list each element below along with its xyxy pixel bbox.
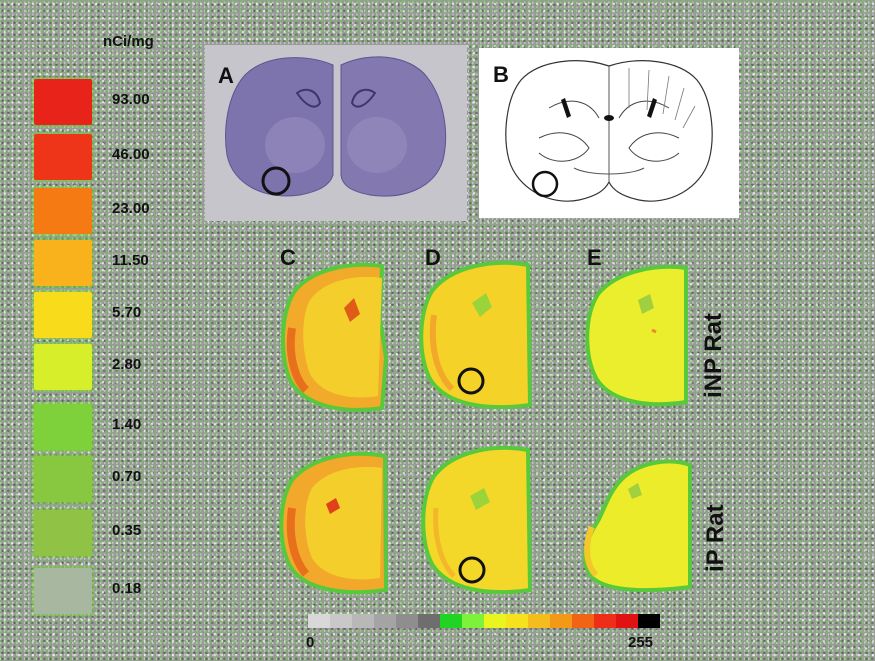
- colorbar-segment: [528, 614, 550, 628]
- standard-label: 1.40: [112, 416, 142, 433]
- roi-circle-b: [531, 170, 559, 198]
- autoradiograph-c-ip: [279, 451, 389, 595]
- colorbar-segment: [616, 614, 638, 628]
- atlas-outline: [505, 60, 713, 202]
- autoradiograph-c-inp: [281, 262, 389, 412]
- calibration-strip: [30, 72, 98, 628]
- nissl-section-drawing: [225, 56, 447, 197]
- standard-label: 11.50: [112, 252, 149, 269]
- colorbar-segment: [330, 614, 352, 628]
- standard-swatch: [34, 404, 92, 450]
- standard-swatch: [34, 134, 92, 180]
- standard-label: 0.70: [112, 468, 142, 485]
- standard-label: 5.70: [112, 304, 142, 321]
- standard-swatch: [34, 344, 92, 390]
- roi-circle-d-inp: [457, 367, 485, 395]
- colorbar-segment: [638, 614, 660, 628]
- colorbar-segment: [396, 614, 418, 628]
- colorbar-segment: [308, 614, 330, 628]
- standard-label: 0.35: [112, 522, 142, 539]
- colorbar-segment: [352, 614, 374, 628]
- standard-label: 23.00: [112, 200, 150, 217]
- roi-circle-a: [261, 166, 291, 196]
- panel-label-e: E: [587, 245, 602, 270]
- nissl-section-photo: [205, 45, 467, 221]
- panel-label-a: A: [218, 63, 234, 88]
- colorbar-segment: [418, 614, 440, 628]
- roi-circle-d-ip: [458, 556, 486, 584]
- standard-label: 0.18: [112, 580, 142, 597]
- autoradiograph-e-inp: [585, 264, 688, 407]
- standard-label: 2.80: [112, 356, 142, 373]
- standard-label: 93.00: [112, 91, 150, 108]
- colorbar-segment: [594, 614, 616, 628]
- standard-swatch: [34, 510, 92, 556]
- colorbar-segment: [506, 614, 528, 628]
- panel-label-d: D: [425, 245, 441, 270]
- standard-swatch: [34, 456, 92, 502]
- colorbar-segment: [484, 614, 506, 628]
- panel-label-c: C: [280, 245, 296, 270]
- panel-label-b: B: [493, 62, 509, 87]
- row-label-ip: iP Rat: [702, 504, 729, 572]
- standard-swatch: [34, 568, 92, 614]
- colorbar-segment: [550, 614, 572, 628]
- colorbar-segment: [374, 614, 396, 628]
- row-label-inp: iNP Rat: [700, 313, 727, 398]
- standard-swatch: [34, 292, 92, 338]
- colorbar-segment: [462, 614, 484, 628]
- autoradiograph-d-ip: [421, 445, 533, 595]
- standard-label: 46.00: [112, 146, 150, 163]
- autoradiograph-e-ip: [582, 459, 692, 593]
- autoradiograph-d-inp: [419, 260, 533, 410]
- standard-swatch: [34, 188, 92, 234]
- unit-label: nCi/mg: [103, 33, 154, 50]
- standard-swatch: [34, 79, 92, 125]
- colorbar-segment: [440, 614, 462, 628]
- standard-swatch: [34, 240, 92, 286]
- colorbar-min-label: 0: [306, 634, 315, 651]
- colorbar-max-label: 255: [628, 634, 654, 651]
- atlas-drawing: [479, 48, 739, 218]
- colorbar-segment: [572, 614, 594, 628]
